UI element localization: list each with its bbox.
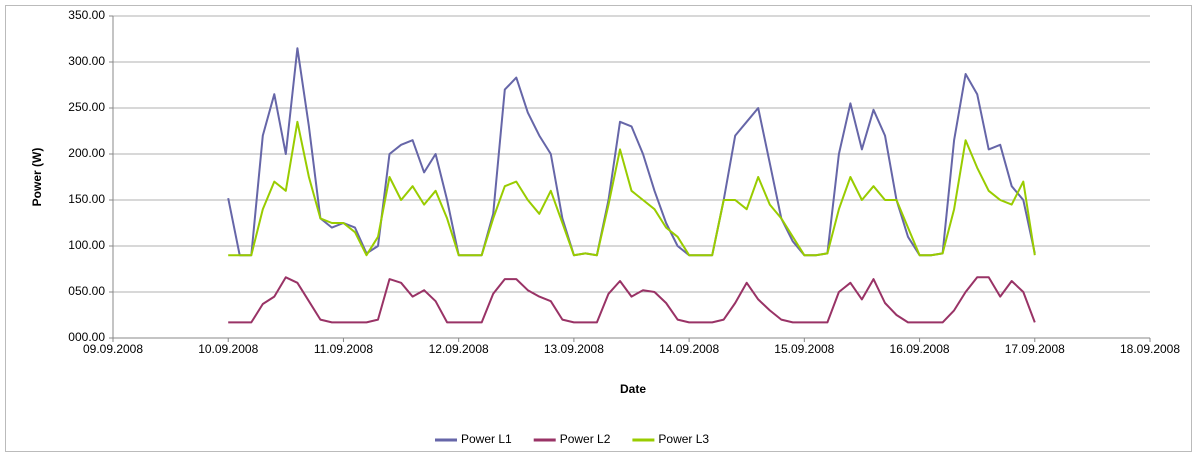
x-tick-label: 11.09.2008 xyxy=(314,342,373,356)
x-tick-label: 14.09.2008 xyxy=(659,342,719,356)
y-tick-label: 200.00 xyxy=(68,146,105,160)
series-line xyxy=(228,276,1036,324)
x-tick-label: 13.09.2008 xyxy=(544,342,604,356)
y-tick-label: 050.00 xyxy=(68,284,105,298)
y-tick-label: 250.00 xyxy=(68,100,105,114)
legend-label: Power L1 xyxy=(461,432,512,446)
y-tick-label: 300.00 xyxy=(68,54,105,68)
legend-label: Power L3 xyxy=(658,432,709,446)
x-tick-label: 12.09.2008 xyxy=(429,342,489,356)
x-tick-label: 18.09.2008 xyxy=(1120,342,1180,356)
x-tick-label: 09.09.2008 xyxy=(83,342,143,356)
series-line xyxy=(228,120,1036,257)
x-tick-label: 17.09.2008 xyxy=(1005,342,1065,356)
y-tick-label: 000.00 xyxy=(68,330,105,344)
x-tick-label: 15.09.2008 xyxy=(774,342,834,356)
y-tick-label: 100.00 xyxy=(68,238,105,252)
y-axis-title: Power (W) xyxy=(30,148,44,207)
legend-label: Power L2 xyxy=(560,432,611,446)
series-line xyxy=(227,47,1036,257)
y-tick-label: 350.00 xyxy=(68,8,105,22)
y-tick-label: 150.00 xyxy=(68,192,105,206)
x-axis-title: Date xyxy=(620,382,646,396)
chart-border xyxy=(5,5,1192,452)
x-tick-label: 10.09.2008 xyxy=(198,342,258,356)
x-tick-label: 16.09.2008 xyxy=(890,342,950,356)
